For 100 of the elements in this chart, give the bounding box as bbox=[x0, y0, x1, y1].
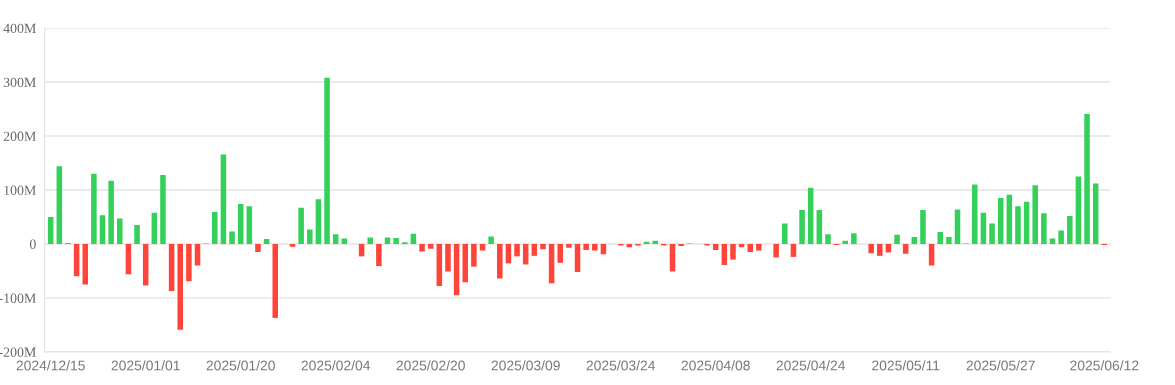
bar bbox=[246, 206, 253, 244]
bar bbox=[1015, 206, 1021, 244]
bar bbox=[263, 239, 270, 244]
bar bbox=[937, 232, 943, 244]
y-tick-label: 0 bbox=[29, 239, 36, 249]
bar bbox=[954, 209, 961, 244]
bar bbox=[1058, 230, 1064, 244]
bar bbox=[592, 243, 598, 251]
x-tick-label: 2024/12/15 bbox=[16, 360, 85, 371]
bar bbox=[894, 234, 900, 244]
bar bbox=[877, 243, 883, 256]
bar bbox=[712, 243, 719, 250]
x-tick-label: 2025/01/01 bbox=[111, 360, 180, 371]
bar bbox=[1075, 176, 1082, 244]
bar bbox=[289, 243, 296, 247]
bar bbox=[272, 243, 278, 318]
bar bbox=[1006, 194, 1013, 244]
bar bbox=[868, 243, 874, 254]
bar bbox=[531, 243, 538, 256]
bar bbox=[1084, 113, 1090, 244]
bar bbox=[488, 236, 494, 244]
bar bbox=[117, 218, 123, 244]
bar bbox=[47, 216, 54, 244]
bar bbox=[721, 243, 728, 266]
bar bbox=[756, 243, 762, 251]
bar bbox=[807, 187, 814, 244]
bar bbox=[108, 180, 114, 244]
bar bbox=[82, 243, 88, 285]
bar bbox=[790, 243, 797, 257]
x-tick-label: 2025/05/11 bbox=[872, 360, 940, 371]
bar bbox=[384, 237, 391, 244]
bar bbox=[99, 215, 106, 244]
bar bbox=[946, 236, 952, 244]
x-tick-label: 2025/04/24 bbox=[776, 360, 846, 371]
bar bbox=[376, 243, 382, 267]
x-tick-label: 2025/03/24 bbox=[586, 360, 656, 371]
bar bbox=[773, 243, 779, 258]
bar bbox=[825, 234, 831, 244]
bar bbox=[911, 236, 918, 244]
bar bbox=[462, 243, 468, 283]
x-tick-label: 2025/03/09 bbox=[491, 360, 560, 371]
bar bbox=[298, 207, 304, 244]
bar bbox=[151, 212, 158, 244]
bar bbox=[194, 243, 201, 266]
bar bbox=[168, 243, 175, 291]
bar bbox=[436, 243, 443, 287]
y-tick-label: 300M bbox=[3, 77, 36, 88]
bar bbox=[1067, 215, 1073, 244]
bar bbox=[816, 209, 823, 244]
bar bbox=[842, 240, 848, 244]
y-tick-label: 200M bbox=[3, 131, 36, 141]
bar bbox=[427, 243, 434, 249]
bar bbox=[237, 204, 244, 244]
bar bbox=[471, 243, 477, 267]
bar bbox=[980, 212, 987, 244]
bar bbox=[972, 184, 978, 244]
bar bbox=[902, 243, 909, 254]
bar bbox=[540, 243, 546, 250]
bar bbox=[557, 243, 563, 263]
bar bbox=[566, 243, 572, 248]
bar bbox=[583, 243, 589, 250]
bar bbox=[1092, 183, 1099, 244]
bar bbox=[1041, 213, 1047, 244]
bar bbox=[574, 243, 581, 273]
bar bbox=[307, 229, 313, 244]
bar bbox=[125, 243, 132, 275]
bar bbox=[134, 225, 140, 244]
bar bbox=[1032, 185, 1038, 244]
bar bbox=[497, 243, 503, 279]
bar bbox=[177, 243, 183, 330]
bar bbox=[678, 243, 684, 247]
x-tick-label: 2025/02/04 bbox=[301, 360, 371, 371]
bar bbox=[142, 243, 149, 286]
x-tick-label: 2025/05/27 bbox=[966, 360, 1035, 371]
x-tick-label: 2025/01/20 bbox=[206, 360, 275, 371]
bar bbox=[920, 209, 926, 244]
bar bbox=[747, 243, 753, 253]
y-tick-label: 100M bbox=[4, 185, 36, 195]
bar bbox=[445, 243, 451, 272]
x-tick-label: 2025/04/08 bbox=[681, 360, 750, 371]
bar bbox=[730, 243, 736, 260]
bar bbox=[652, 240, 658, 244]
bar bbox=[229, 231, 235, 244]
bar bbox=[91, 173, 97, 244]
bar bbox=[514, 243, 520, 257]
bar bbox=[220, 154, 227, 244]
bar bbox=[324, 77, 330, 244]
bar bbox=[315, 199, 322, 244]
bar bbox=[928, 243, 935, 266]
bar bbox=[393, 238, 399, 244]
bar bbox=[186, 243, 192, 282]
x-tick-label: 2025/02/20 bbox=[396, 360, 465, 371]
bar bbox=[453, 243, 460, 296]
bar bbox=[332, 234, 339, 244]
bar bbox=[997, 198, 1004, 244]
bar bbox=[851, 233, 857, 244]
bar bbox=[989, 223, 995, 244]
bar bbox=[56, 166, 63, 244]
bar bbox=[160, 174, 166, 244]
bar bbox=[419, 243, 425, 252]
